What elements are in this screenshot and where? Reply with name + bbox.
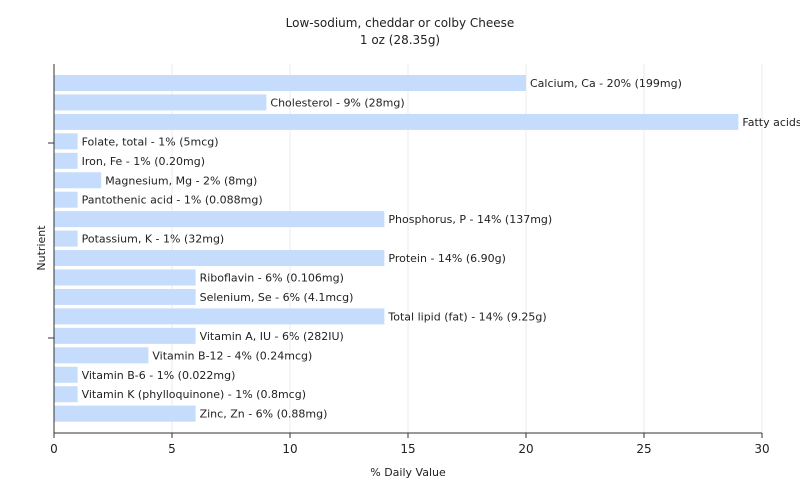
bar [54,191,78,208]
bar-label: Pantothenic acid - 1% (0.088mg) [82,194,263,207]
bar-label: Cholesterol - 9% (28mg) [270,96,404,109]
bar [54,250,385,267]
x-tick-label: 20 [518,442,533,456]
bar-label: Selenium, Se - 6% (4.1mcg) [200,291,354,304]
bar [54,113,739,130]
bar-label: Protein - 14% (6.90g) [388,252,506,265]
bar-label: Magnesium, Mg - 2% (8mg) [105,174,257,187]
bar [54,308,385,325]
bar-label: Folate, total - 1% (5mcg) [82,135,219,148]
x-tick-label: 25 [636,442,651,456]
x-tick-label: 0 [50,442,58,456]
bar [54,133,78,150]
bar [54,405,196,422]
bar-label: Calcium, Ca - 20% (199mg) [530,77,682,90]
x-tick-label: 15 [400,442,415,456]
bar [54,94,267,111]
bar [54,269,196,286]
bar-label: Vitamin B-12 - 4% (0.24mcg) [152,349,312,362]
chart-title: Low-sodium, cheddar or colby Cheese [285,16,515,30]
bar [54,327,196,344]
bar [54,152,78,169]
chart-subtitle: 1 oz (28.35g) [359,33,441,47]
bar-label: Riboflavin - 6% (0.106mg) [200,272,344,285]
axes: 0 5 10 15 20 25 30 [48,64,770,456]
bar-label: Vitamin B-6 - 1% (0.022mg) [82,369,236,382]
bar [54,366,78,383]
bar [54,230,78,247]
bar [54,172,102,189]
bar-label: Vitamin A, IU - 6% (282IU) [200,330,344,343]
x-tick-label: 5 [168,442,176,456]
bar-label: Total lipid (fat) - 14% (9.25g) [387,310,546,323]
bar [54,347,149,364]
y-axis-label: Nutrient [35,225,48,271]
x-tick-label: 30 [754,442,769,456]
x-tick-label: 10 [282,442,297,456]
bar [54,386,78,403]
bar-label: Fatty acids, total saturated - 29% (5.88… [742,116,800,129]
bar-label: Potassium, K - 1% (32mg) [82,233,225,246]
bar-label: Zinc, Zn - 6% (0.88mg) [200,408,328,421]
bar-label: Vitamin K (phylloquinone) - 1% (0.8mcg) [82,388,306,401]
bar-labels: Calcium, Ca - 20% (199mg) Cholesterol - 9… [82,77,800,421]
bar-label: Phosphorus, P - 14% (137mg) [388,213,552,226]
bar [54,211,385,228]
bar [54,75,526,91]
bar-label: Iron, Fe - 1% (0.20mg) [82,155,205,168]
bars [54,75,739,422]
bar [54,288,196,305]
x-axis-label: % Daily Value [370,466,446,479]
